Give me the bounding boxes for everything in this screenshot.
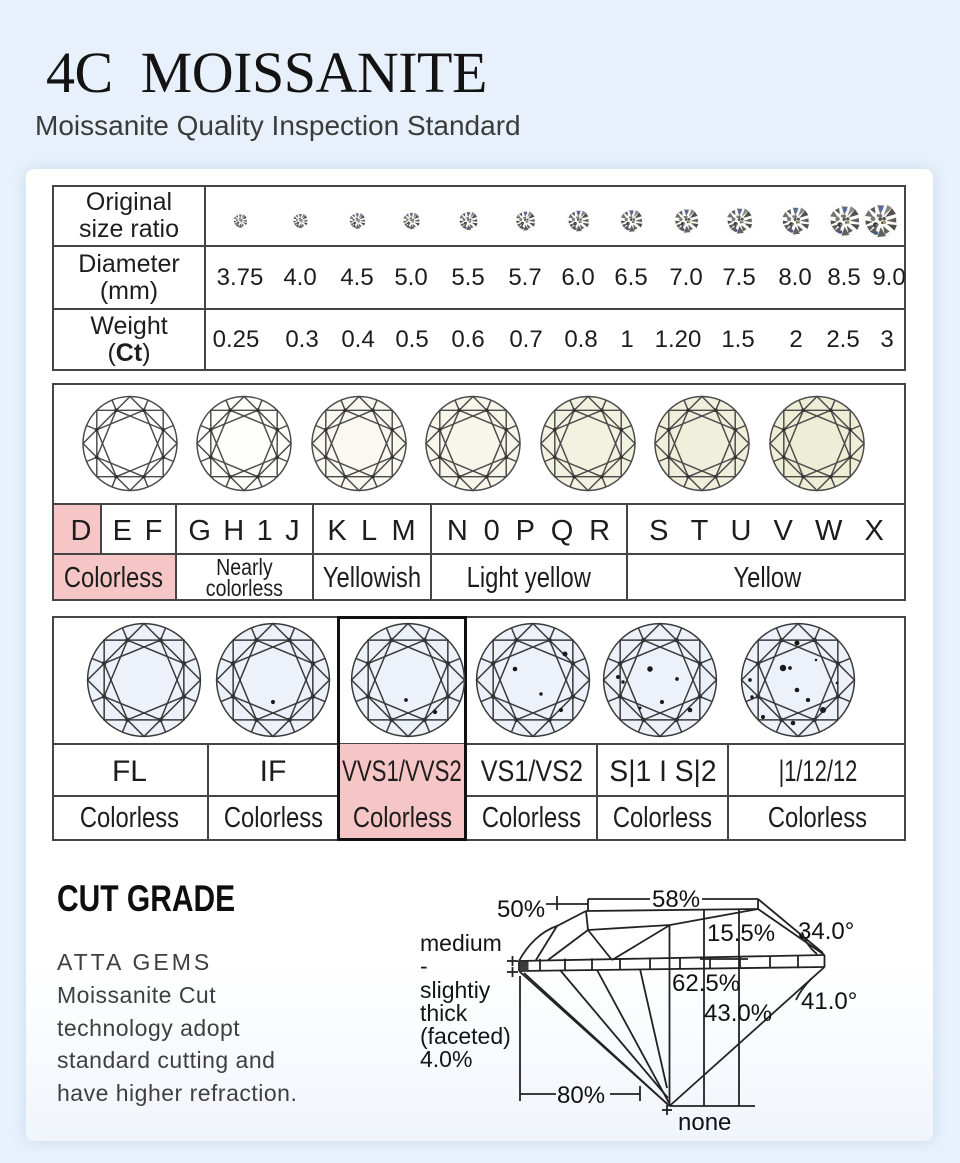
svg-text:58%: 58% <box>652 886 700 913</box>
svg-text:34.0°: 34.0° <box>798 918 854 945</box>
svg-text:41.0°: 41.0° <box>801 988 857 1015</box>
svg-text:50%: 50% <box>497 896 545 923</box>
svg-text:62.5%: 62.5% <box>672 970 740 997</box>
svg-text:43.0%: 43.0% <box>704 1000 772 1027</box>
svg-text:none: none <box>678 1109 731 1136</box>
svg-text:80%: 80% <box>557 1082 605 1109</box>
svg-text:15.5%: 15.5% <box>707 920 775 947</box>
